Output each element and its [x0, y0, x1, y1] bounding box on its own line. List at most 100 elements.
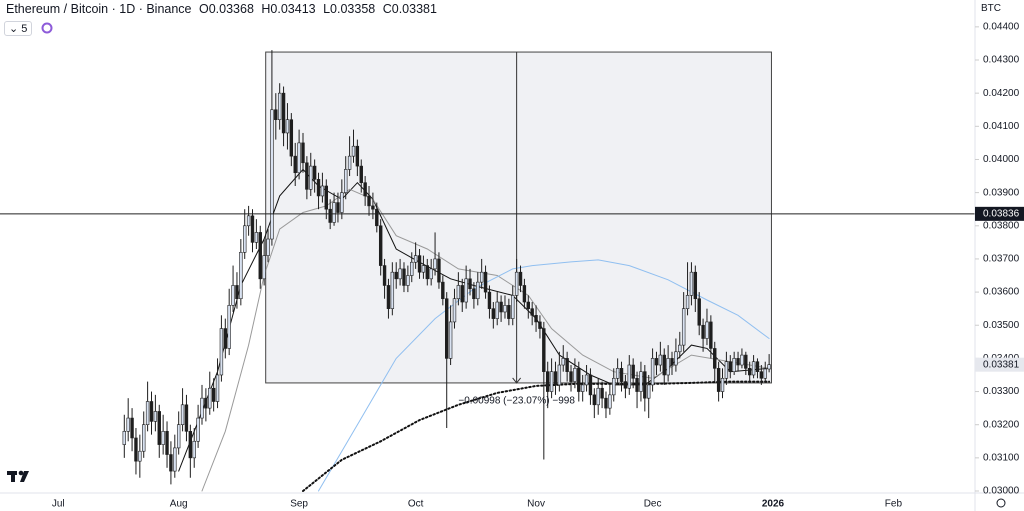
- candle-body: [371, 205, 375, 210]
- moving-average: [318, 259, 770, 492]
- candle-body: [724, 361, 729, 379]
- candle-body: [456, 285, 461, 300]
- candle-body: [561, 358, 565, 366]
- candle-body: [530, 308, 534, 316]
- candle-body: [445, 298, 449, 359]
- candle-body: [487, 291, 492, 309]
- candle-body: [491, 308, 496, 319]
- y-tick-label: 0.04200: [983, 88, 1020, 99]
- candle-body: [728, 361, 732, 372]
- candle-body: [619, 368, 624, 382]
- candle-body: [355, 145, 360, 167]
- candle-body: [674, 351, 678, 366]
- candle-body: [612, 377, 616, 396]
- candle-body: [460, 285, 464, 303]
- candle-body: [301, 142, 305, 164]
- candle-body: [526, 301, 530, 309]
- measure-box: [265, 51, 772, 384]
- candle-body: [351, 145, 356, 157]
- candle-body: [689, 271, 694, 296]
- candle-body: [549, 371, 554, 392]
- last-price-label: 0.03381: [983, 359, 1020, 370]
- candle-body: [476, 281, 480, 300]
- candle-body: [413, 255, 418, 263]
- candle-body: [441, 281, 445, 300]
- candle-body: [452, 298, 457, 323]
- candle-body: [258, 232, 262, 280]
- candle-body: [425, 265, 429, 280]
- candle-body: [215, 374, 220, 402]
- candle-body: [359, 165, 363, 183]
- candle-body: [336, 202, 340, 213]
- candle-body: [522, 285, 527, 303]
- candle-body: [507, 305, 511, 319]
- candle-body: [639, 371, 643, 392]
- ohlc-key: O: [198, 2, 209, 16]
- candle-body: [534, 314, 538, 323]
- candle-body: [378, 225, 383, 266]
- candle-body: [165, 431, 169, 455]
- candle-body: [658, 354, 663, 366]
- candle-body: [678, 344, 682, 353]
- candle-body: [499, 301, 503, 313]
- crosshair-label-bg: [975, 206, 1024, 221]
- candle-body: [615, 368, 620, 379]
- candle-body: [208, 387, 212, 409]
- candle-body: [716, 368, 721, 392]
- y-tick-label: 0.03600: [983, 287, 1020, 298]
- y-tick-label: 0.03900: [983, 187, 1020, 198]
- candle-body: [270, 109, 274, 240]
- ohlc-value: 0.03358: [330, 2, 376, 16]
- candle-body: [262, 255, 266, 280]
- candle-body: [219, 328, 224, 376]
- y-tick-label: 0.04100: [983, 121, 1020, 132]
- indicator-count: 5: [21, 23, 28, 35]
- ohlc-key: H: [261, 2, 271, 16]
- candle-body: [312, 165, 317, 180]
- candle-body: [569, 371, 573, 382]
- candle-body: [720, 377, 725, 392]
- candle-body: [266, 238, 270, 256]
- candle-body: [293, 155, 297, 174]
- ohlc-value: 0.03368: [208, 2, 254, 16]
- indicator-toggle[interactable]: ⌄ 5: [4, 21, 33, 36]
- candle-body: [514, 271, 519, 296]
- candle-body: [122, 431, 127, 445]
- candle-body: [188, 431, 193, 459]
- candle-body: [277, 92, 282, 120]
- candle-body: [600, 387, 604, 399]
- x-tick-label: Dec: [644, 499, 662, 510]
- y-tick-label: 0.03000: [983, 486, 1020, 497]
- x-tick-label: 2026: [762, 499, 785, 510]
- candle-body: [398, 268, 402, 280]
- candle-body: [173, 447, 177, 472]
- candle-body: [305, 162, 309, 190]
- candle-body: [382, 265, 387, 286]
- candle-body: [410, 261, 414, 276]
- candle-body: [157, 411, 161, 445]
- candle-body: [479, 271, 484, 283]
- candle-body: [557, 364, 562, 386]
- candle-body: [246, 215, 251, 227]
- candle-body: [546, 371, 550, 392]
- y-tick-label: 0.03200: [983, 419, 1020, 430]
- candle-body: [169, 454, 173, 472]
- y-tick-label: 0.03100: [983, 452, 1020, 463]
- candle-body: [184, 404, 189, 432]
- candle-body: [417, 255, 422, 273]
- candle-body: [693, 271, 698, 300]
- candle-body: [736, 358, 740, 366]
- candle-body: [631, 364, 635, 379]
- ohlc-value: 0.03413: [270, 2, 316, 16]
- indicator-icon[interactable]: [41, 22, 53, 34]
- y-tick-label: 0.04000: [983, 154, 1020, 165]
- candle-body: [390, 271, 395, 309]
- candle-body: [386, 285, 391, 309]
- candle-body: [748, 368, 752, 376]
- candle-body: [285, 119, 290, 134]
- candle-body: [538, 321, 542, 329]
- candle-body: [596, 387, 600, 406]
- candle-body: [367, 195, 371, 207]
- settings-icon[interactable]: [996, 498, 1006, 508]
